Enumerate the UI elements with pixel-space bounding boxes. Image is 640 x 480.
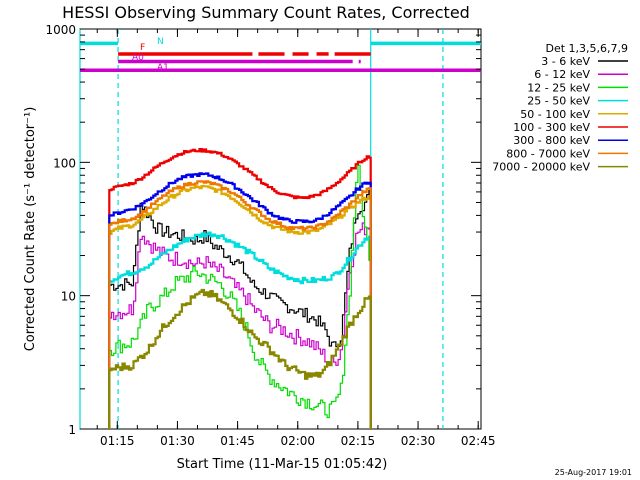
legend-title: Det 1,3,5,6,7,9 xyxy=(545,42,628,55)
legend-label-3: 25 - 50 keV xyxy=(527,95,590,108)
legend-label-0: 3 - 6 keV xyxy=(541,55,590,68)
x-tick-label-6: 02:45 xyxy=(461,434,496,448)
series-line-8 xyxy=(108,288,372,429)
legend-label-4: 50 - 100 keV xyxy=(520,108,590,121)
series-line-0 xyxy=(108,190,372,429)
axis-layer: 01:15 01:30 01:45 02:00 02:15 02:30 02:45 1 10 10… xyxy=(45,23,495,448)
x-tick-label-2: 01:45 xyxy=(220,434,255,448)
flag-label-a0: A0 xyxy=(132,53,144,63)
x-tick-label-1: 01:30 xyxy=(160,434,195,448)
legend-label-6: 300 - 800 keV xyxy=(513,134,590,147)
series-line-3 xyxy=(108,231,372,429)
flag-layer: N FA0 A1 xyxy=(80,37,481,73)
series-line-2 xyxy=(108,164,372,429)
series-line-5 xyxy=(108,148,372,429)
legend-label-7: 800 - 7000 keV xyxy=(506,147,590,160)
series-line-4 xyxy=(108,184,372,429)
y-tick-label-1: 10 xyxy=(61,290,76,304)
x-tick-label-5: 02:30 xyxy=(401,434,436,448)
x-tick-label-0: 01:15 xyxy=(100,434,135,448)
x-tick-label-3: 02:00 xyxy=(280,434,315,448)
legend-label-2: 12 - 25 keV xyxy=(527,81,590,94)
y-tick-label-3: 1000 xyxy=(45,23,76,37)
flag-label-a1: A1 xyxy=(157,63,169,73)
flag-label-f: F xyxy=(140,43,145,53)
timestamp: 25-Aug-2017 19:01 xyxy=(555,468,632,477)
series-line-7 xyxy=(108,180,372,429)
x-axis-label: Start Time (11-Mar-15 01:05:42) xyxy=(177,457,388,472)
chart-title: HESSI Observing Summary Count Rates, Cor… xyxy=(62,3,470,22)
series-layer xyxy=(108,148,372,429)
y-tick-label-0: 1 xyxy=(68,423,76,437)
legend-label-5: 100 - 300 keV xyxy=(513,121,590,134)
y-axis-label: Corrected Count Rate (s⁻¹ detector⁻¹) xyxy=(23,107,38,352)
legend-label-8: 7000 - 20000 keV xyxy=(492,161,590,174)
series-line-6 xyxy=(108,172,372,429)
x-tick-label-4: 02:15 xyxy=(341,434,376,448)
flag-label-n: N xyxy=(157,37,164,47)
legend-label-1: 6 - 12 keV xyxy=(534,68,590,81)
y-tick-label-2: 100 xyxy=(53,156,76,170)
